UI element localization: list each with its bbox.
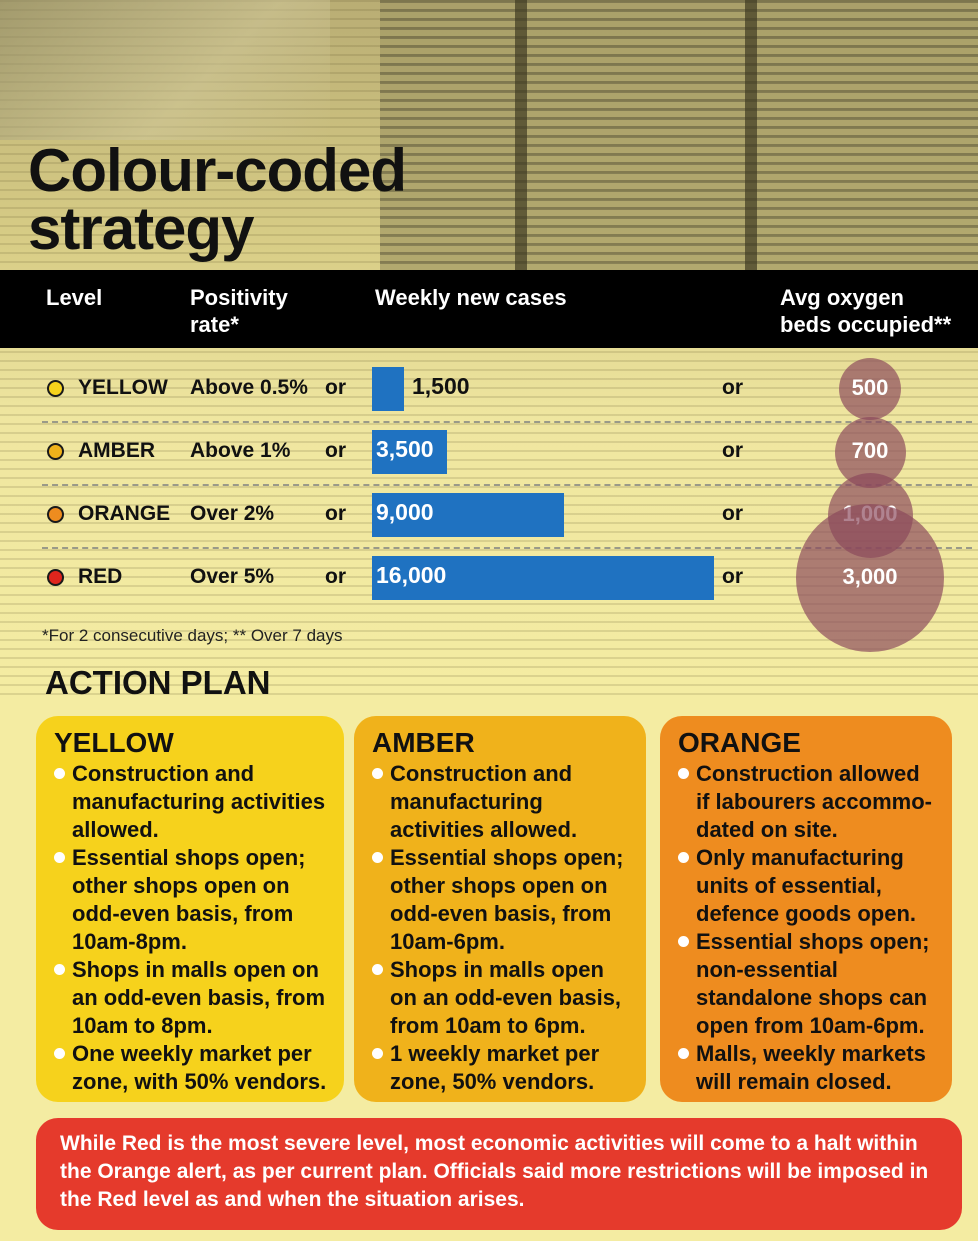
level-dot-icon [47, 506, 64, 523]
header-positivity-line2: rate* [190, 312, 239, 337]
oxygen-label: 700 [851, 438, 889, 463]
action-card-yellow: YELLOW Construction and manufacturing act… [36, 716, 344, 1102]
action-item: Essential shops open; non-essential stan… [678, 928, 936, 1040]
or-connector: or [325, 376, 346, 399]
table-header: Level Positivity rate* Weekly new cases … [0, 270, 978, 348]
page-title: Colour-coded strategy [28, 141, 407, 259]
positivity-value: Above 1% [190, 439, 291, 462]
action-item: Only manufacturing units of essential, d… [678, 844, 936, 928]
oxygen-bubble [796, 504, 944, 652]
action-card-orange: ORANGE Construction allowed if labourers … [660, 716, 952, 1102]
shutter-pillar [745, 0, 757, 270]
row-divider [42, 484, 972, 486]
oxygen-label: 3,000 [842, 564, 898, 589]
or-connector: or [722, 439, 743, 462]
header-positivity: Positivity rate* [190, 284, 288, 338]
positivity-value: Over 5% [190, 565, 275, 588]
or-connector: or [325, 502, 346, 525]
shutter-pillar [515, 0, 527, 270]
header-oxygen: Avg oxygen beds occupied** [780, 284, 951, 338]
action-card-amber: AMBER Construction and manufacturing acti… [354, 716, 646, 1102]
level-row: ORANGE Over 2% or or [0, 484, 978, 547]
action-item: One weekly market per zone, with 50% ven… [54, 1040, 328, 1096]
action-list: Construction and manufacturing activitie… [54, 760, 328, 1096]
pedestrians-photo [0, 0, 330, 140]
action-list: Construction allowed if labourers accomm… [678, 760, 936, 1096]
action-item: Construction and manufacturing activitie… [54, 760, 328, 844]
row-divider [42, 421, 972, 423]
or-connector: or [722, 565, 743, 588]
action-item: Construction allowed if labourers accomm… [678, 760, 936, 844]
level-name: RED [78, 565, 123, 588]
oxygen-bubble [839, 358, 901, 420]
action-item: Essential shops open; other shops open o… [54, 844, 328, 956]
level-name: ORANGE [78, 502, 171, 525]
footnote: *For 2 consecutive days; ** Over 7 days [42, 626, 343, 645]
action-list: Construction and manufacturing activitie… [372, 760, 630, 1096]
action-card-title: ORANGE [678, 727, 801, 758]
action-card-title: AMBER [372, 727, 475, 758]
action-item: 1 weekly market per zone, 50% vendors. [372, 1040, 630, 1096]
level-dot-icon [47, 380, 64, 397]
level-row: YELLOW Above 0.5% or or [0, 358, 978, 421]
cases-bar [372, 556, 714, 600]
level-row: AMBER Above 1% or or [0, 421, 978, 484]
or-connector: or [325, 565, 346, 588]
header-positivity-line1: Positivity [190, 285, 288, 310]
cases-label: 1,500 [412, 373, 470, 399]
action-item: Shops in malls open on an odd-even basis… [54, 956, 328, 1040]
action-item: Construction and manufacturing activitie… [372, 760, 630, 844]
cases-label: 16,000 [376, 562, 447, 588]
oxygen-label: 500 [851, 375, 889, 400]
positivity-value: Over 2% [190, 502, 275, 525]
header-level: Level [46, 285, 103, 310]
cases-label: 3,500 [376, 436, 434, 462]
level-row: RED Over 5% or or [0, 547, 978, 610]
action-item: Shops in malls open on an odd-even basis… [372, 956, 630, 1040]
or-connector: or [722, 376, 743, 399]
level-name: AMBER [78, 439, 155, 462]
title-line-1: Colour-coded [28, 137, 407, 204]
action-plan-title: ACTION PLAN [45, 664, 271, 701]
cases-bar [372, 367, 404, 411]
red-level-note: While Red is the most severe level, most… [36, 1118, 962, 1230]
shop-shutter-photo [380, 0, 978, 270]
cases-label: 9,000 [376, 499, 434, 525]
action-item: Essential shops open; other shops open o… [372, 844, 630, 956]
cases-bar [372, 493, 564, 537]
title-line-2: strategy [28, 195, 254, 262]
header-oxygen-line1: Avg oxygen [780, 285, 904, 310]
action-card-title: YELLOW [54, 727, 174, 758]
action-item: Malls, weekly markets will remain closed… [678, 1040, 936, 1096]
header-cases: Weekly new cases [375, 285, 567, 310]
level-dot-icon [47, 569, 64, 586]
positivity-value: Above 0.5% [190, 376, 308, 399]
cases-bar [372, 430, 447, 474]
level-name: YELLOW [78, 376, 168, 399]
level-dot-icon [47, 443, 64, 460]
or-connector: or [722, 502, 743, 525]
or-connector: or [325, 439, 346, 462]
header-oxygen-line2: beds occupied** [780, 312, 952, 337]
row-divider [42, 547, 972, 549]
